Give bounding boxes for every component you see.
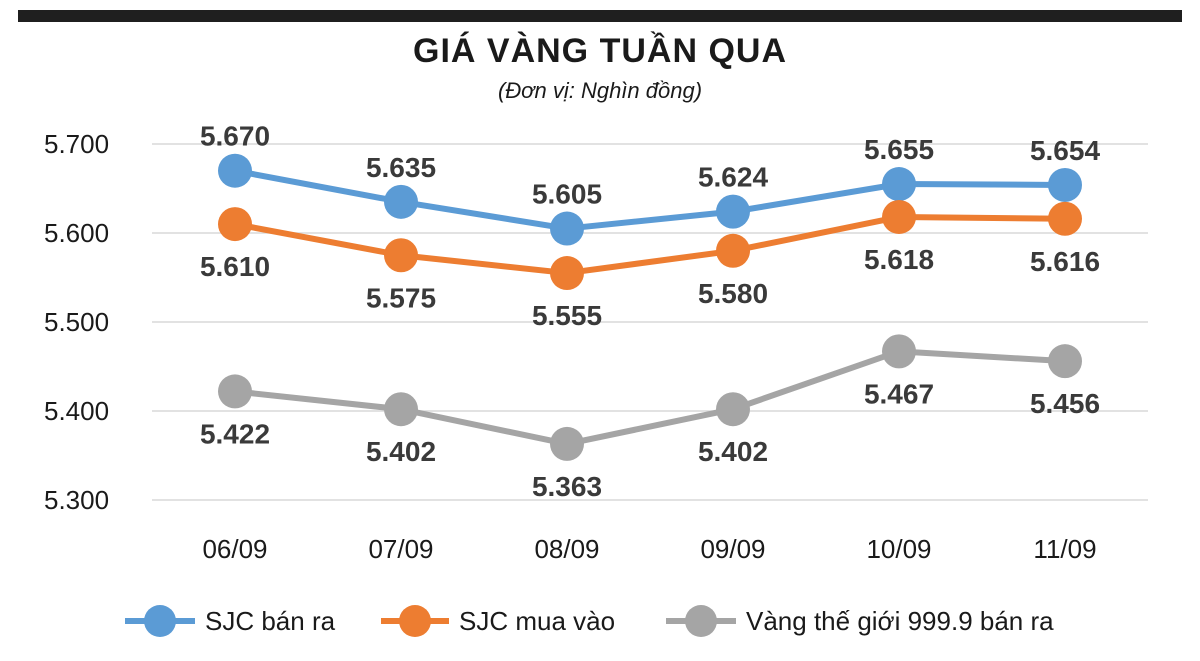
legend-marker	[399, 605, 431, 637]
data-point	[384, 238, 418, 273]
legend-label: SJC bán ra	[205, 606, 336, 636]
data-point	[1048, 344, 1082, 379]
chart-title: GIÁ VÀNG TUẦN QUA	[413, 32, 787, 70]
legend-item-2: SJC mua vào	[381, 605, 615, 637]
series-line	[234, 348, 1066, 447]
x-tick-label: 07/09	[368, 534, 433, 564]
data-label: 5.655	[864, 134, 934, 165]
y-tick-label: 5.500	[44, 307, 109, 337]
series-line	[234, 213, 1066, 277]
series-1	[218, 153, 1082, 246]
data-label: 5.635	[366, 152, 436, 183]
data-point	[882, 199, 916, 234]
data-label: 5.618	[864, 244, 934, 275]
x-tick-label: 10/09	[866, 534, 931, 564]
grid-layer	[152, 143, 1148, 501]
legend-item-1: SJC bán ra	[125, 605, 336, 637]
data-label: 5.610	[200, 251, 270, 282]
x-tick-label: 11/09	[1033, 534, 1096, 564]
chart-subtitle: (Đơn vị: Nghìn đồng)	[498, 78, 702, 103]
data-label: 5.402	[366, 436, 436, 467]
data-label: 5.624	[698, 162, 768, 193]
data-point	[550, 256, 584, 291]
top-header-bar	[18, 10, 1182, 22]
data-label: 5.605	[532, 179, 602, 210]
data-point	[550, 426, 584, 461]
data-label: 5.456	[1030, 388, 1100, 419]
x-tick-label: 06/09	[202, 534, 267, 564]
y-tick-label: 5.300	[44, 485, 109, 515]
y-tick-label: 5.600	[44, 218, 109, 248]
data-point	[218, 207, 252, 242]
series-line	[234, 167, 1066, 232]
series-3	[218, 334, 1082, 461]
data-point	[218, 153, 252, 188]
y-tick-label: 5.400	[44, 396, 109, 426]
data-point	[1048, 167, 1082, 202]
data-label: 5.616	[1030, 246, 1100, 277]
data-point	[550, 211, 584, 246]
data-label: 5.422	[200, 418, 270, 449]
legend: SJC bán ra SJC mua vào Vàng thế giới 999.9…	[125, 605, 1054, 637]
y-tick-label: 5.700	[44, 129, 109, 159]
data-point	[882, 334, 916, 369]
data-label: 5.402	[698, 436, 768, 467]
data-label: 5.580	[698, 278, 768, 309]
data-label: 5.575	[366, 282, 436, 313]
x-axis-ticks: 06/09 07/09 08/09 09/09 10/09 11/09	[202, 534, 1096, 564]
data-point	[1048, 201, 1082, 236]
legend-marker	[685, 605, 717, 637]
data-point	[218, 374, 252, 409]
legend-label: SJC mua vào	[459, 606, 615, 636]
x-tick-label: 09/09	[700, 534, 765, 564]
legend-marker	[144, 605, 176, 637]
legend-item-3: Vàng thế giới 999.9 bán ra	[666, 605, 1054, 637]
data-point	[882, 167, 916, 202]
data-point	[716, 392, 750, 427]
y-axis-ticks: 5.300 5.400 5.500 5.600 5.700	[44, 129, 109, 515]
data-point	[716, 194, 750, 229]
data-label: 5.363	[532, 471, 602, 502]
data-point	[716, 233, 750, 268]
data-label: 5.670	[200, 121, 270, 152]
data-label: 5.555	[532, 300, 602, 331]
data-point	[384, 392, 418, 427]
data-label: 5.654	[1030, 135, 1100, 166]
data-point	[384, 184, 418, 219]
series-layer	[218, 153, 1082, 461]
x-tick-label: 08/09	[534, 534, 599, 564]
series-2	[218, 199, 1082, 291]
data-labels: 5.670 5.635 5.605 5.624 5.655 5.654 5.610 5.575…	[200, 121, 1100, 502]
legend-label: Vàng thế giới 999.9 bán ra	[746, 606, 1054, 636]
data-label: 5.467	[864, 378, 934, 409]
